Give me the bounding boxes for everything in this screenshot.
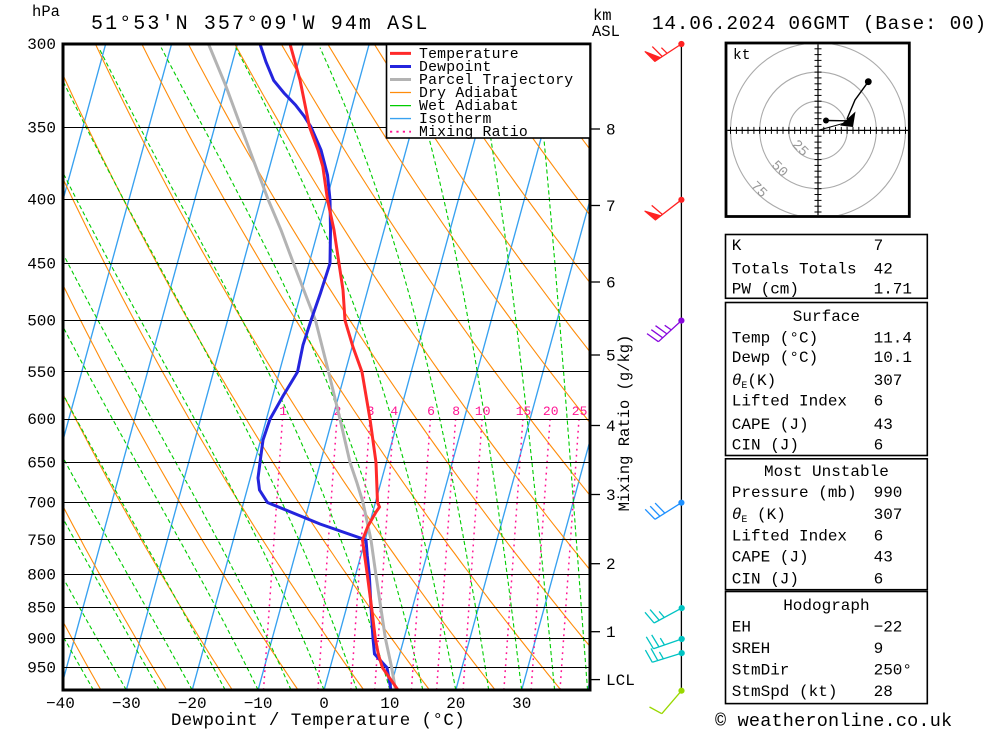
svg-text:307: 307 [874,372,903,390]
svg-text:Temperature: Temperature [419,47,519,63]
svg-text:9: 9 [874,640,884,658]
svg-text:400: 400 [27,192,56,210]
svg-text:750: 750 [27,532,56,550]
svg-text:550: 550 [27,364,56,382]
svg-text:51°53'N 357°09'W 94m ASL: 51°53'N 357°09'W 94m ASL [91,13,429,36]
svg-text:2: 2 [606,556,616,574]
svg-text:km: km [593,7,612,25]
svg-text:Surface: Surface [793,308,860,326]
svg-text:11.4: 11.4 [874,329,912,347]
svg-text:10: 10 [380,695,399,713]
svg-text:Wet Adiabat: Wet Adiabat [419,99,519,115]
svg-text:25: 25 [572,404,588,419]
svg-text:5: 5 [606,348,616,366]
svg-text:6: 6 [874,570,884,588]
svg-text:42: 42 [874,260,893,278]
svg-text:Mixing Ratio: Mixing Ratio [419,125,528,141]
svg-text:ASL: ASL [592,23,620,41]
svg-text:1: 1 [606,624,616,642]
svg-text:EH: EH [732,619,751,637]
svg-text:6: 6 [874,437,884,455]
svg-text:Pressure (mb): Pressure (mb) [732,484,857,502]
svg-text:StmDir: StmDir [732,661,790,679]
svg-text:15: 15 [516,404,532,419]
svg-text:hPa: hPa [32,3,60,21]
svg-text:Isotherm: Isotherm [419,112,492,128]
svg-text:43: 43 [874,549,893,567]
svg-text:1: 1 [279,404,287,419]
svg-text:CAPE (J): CAPE (J) [732,549,809,567]
svg-text:10: 10 [475,404,491,419]
svg-text:Hodograph: Hodograph [783,597,869,615]
svg-text:Totals Totals: Totals Totals [732,260,857,278]
svg-text:−10: −10 [244,695,273,713]
svg-text:800: 800 [27,567,56,585]
svg-text:kt: kt [733,48,750,64]
svg-text:CIN (J): CIN (J) [732,570,799,588]
svg-text:20: 20 [543,404,559,419]
svg-text:Dry Adiabat: Dry Adiabat [419,86,519,102]
svg-text:K: K [732,237,742,255]
svg-text:650: 650 [27,454,56,472]
svg-text:SREH: SREH [732,640,770,658]
svg-text:Lifted Index: Lifted Index [732,392,847,410]
svg-text:8: 8 [452,404,460,419]
svg-text:θE (K): θE (K) [732,506,786,526]
svg-text:450: 450 [27,255,56,273]
svg-text:1.71: 1.71 [874,281,912,299]
svg-text:Dewp (°C): Dewp (°C) [732,349,818,367]
svg-text:−22: −22 [874,619,903,637]
svg-text:500: 500 [27,312,56,330]
svg-text:LCL: LCL [606,672,635,690]
svg-text:Mixing Ratio (g/kg): Mixing Ratio (g/kg) [616,335,634,512]
svg-text:7: 7 [606,198,616,216]
svg-text:Parcel Trajectory: Parcel Trajectory [419,73,573,89]
svg-text:950: 950 [27,660,56,678]
svg-text:850: 850 [27,600,56,618]
svg-text:6: 6 [427,404,435,419]
svg-text:4: 4 [390,404,398,419]
svg-text:14.06.2024 06GMT (Base: 00): 14.06.2024 06GMT (Base: 00) [652,13,987,35]
svg-text:4: 4 [606,418,616,436]
svg-text:7: 7 [874,237,884,255]
svg-text:6: 6 [606,275,616,293]
svg-text:28: 28 [874,683,893,701]
svg-text:© weatheronline.co.uk: © weatheronline.co.uk [715,711,952,732]
svg-text:20: 20 [446,695,465,713]
svg-text:Dewpoint / Temperature (°C): Dewpoint / Temperature (°C) [171,711,465,731]
svg-text:StmSpd (kt): StmSpd (kt) [732,683,838,701]
svg-text:Lifted Index: Lifted Index [732,528,847,546]
svg-text:600: 600 [27,411,56,429]
svg-text:43: 43 [874,416,893,434]
svg-text:10.1: 10.1 [874,349,912,367]
svg-text:−20: −20 [178,695,207,713]
svg-text:900: 900 [27,631,56,649]
svg-text:350: 350 [27,119,56,137]
svg-text:Dewpoint: Dewpoint [419,60,492,76]
svg-text:θE(K): θE(K) [732,372,776,392]
svg-text:990: 990 [874,484,903,502]
svg-text:700: 700 [27,495,56,513]
svg-text:30: 30 [512,695,531,713]
svg-text:307: 307 [874,506,903,524]
svg-text:Most Unstable: Most Unstable [764,463,889,481]
svg-text:Temp (°C): Temp (°C) [732,329,818,347]
svg-text:8: 8 [606,122,616,140]
svg-text:3: 3 [367,404,375,419]
svg-text:6: 6 [874,528,884,546]
svg-text:300: 300 [27,36,56,54]
svg-text:CIN (J): CIN (J) [732,437,799,455]
svg-text:CAPE (J): CAPE (J) [732,416,809,434]
svg-text:PW (cm): PW (cm) [732,281,799,299]
svg-text:0: 0 [319,695,329,713]
svg-text:3: 3 [606,487,616,505]
svg-text:−40: −40 [46,695,75,713]
svg-text:250°: 250° [874,661,912,679]
svg-text:−30: −30 [112,695,141,713]
svg-text:6: 6 [874,392,884,410]
